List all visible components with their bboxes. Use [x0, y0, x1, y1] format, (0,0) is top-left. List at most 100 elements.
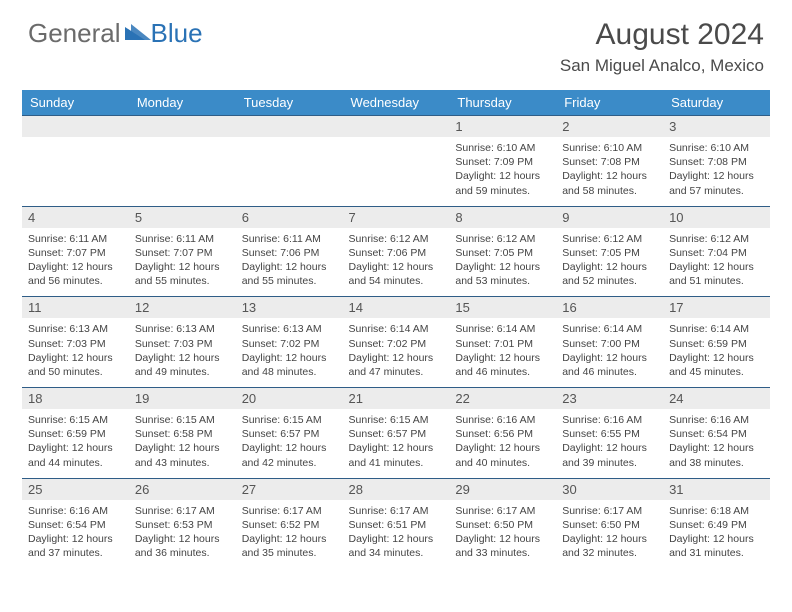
day-details: Sunrise: 6:12 AMSunset: 7:06 PMDaylight:…: [343, 228, 450, 297]
calendar-cell: 27Sunrise: 6:17 AMSunset: 6:52 PMDayligh…: [236, 478, 343, 568]
day-number: 18: [22, 388, 129, 409]
month-title: August 2024: [560, 18, 764, 52]
day-header: Sunday: [22, 90, 129, 116]
day-number: 30: [556, 479, 663, 500]
day-details: Sunrise: 6:17 AMSunset: 6:50 PMDaylight:…: [556, 500, 663, 569]
day-details: Sunrise: 6:14 AMSunset: 7:02 PMDaylight:…: [343, 318, 450, 387]
day-details: Sunrise: 6:16 AMSunset: 6:54 PMDaylight:…: [663, 409, 770, 478]
calendar-row: 25Sunrise: 6:16 AMSunset: 6:54 PMDayligh…: [22, 478, 770, 568]
day-details: Sunrise: 6:13 AMSunset: 7:03 PMDaylight:…: [22, 318, 129, 387]
calendar-cell: 29Sunrise: 6:17 AMSunset: 6:50 PMDayligh…: [449, 478, 556, 568]
day-details: Sunrise: 6:14 AMSunset: 6:59 PMDaylight:…: [663, 318, 770, 387]
calendar-cell: 19Sunrise: 6:15 AMSunset: 6:58 PMDayligh…: [129, 388, 236, 479]
location: San Miguel Analco, Mexico: [560, 56, 764, 76]
day-details: Sunrise: 6:11 AMSunset: 7:07 PMDaylight:…: [129, 228, 236, 297]
day-details: Sunrise: 6:15 AMSunset: 6:59 PMDaylight:…: [22, 409, 129, 478]
day-details: Sunrise: 6:12 AMSunset: 7:04 PMDaylight:…: [663, 228, 770, 297]
day-number: 17: [663, 297, 770, 318]
day-details: Sunrise: 6:10 AMSunset: 7:08 PMDaylight:…: [556, 137, 663, 206]
day-number: 10: [663, 207, 770, 228]
calendar-table: SundayMondayTuesdayWednesdayThursdayFrid…: [22, 90, 770, 568]
day-number: 12: [129, 297, 236, 318]
calendar-cell: 11Sunrise: 6:13 AMSunset: 7:03 PMDayligh…: [22, 297, 129, 388]
day-number: 2: [556, 116, 663, 137]
calendar-cell: 28Sunrise: 6:17 AMSunset: 6:51 PMDayligh…: [343, 478, 450, 568]
calendar-cell: [236, 116, 343, 207]
day-details: Sunrise: 6:12 AMSunset: 7:05 PMDaylight:…: [556, 228, 663, 297]
day-number: 28: [343, 479, 450, 500]
day-details: Sunrise: 6:16 AMSunset: 6:56 PMDaylight:…: [449, 409, 556, 478]
logo-text-2: Blue: [151, 18, 203, 49]
day-header: Monday: [129, 90, 236, 116]
calendar-cell: 14Sunrise: 6:14 AMSunset: 7:02 PMDayligh…: [343, 297, 450, 388]
day-number: 22: [449, 388, 556, 409]
calendar-cell: 21Sunrise: 6:15 AMSunset: 6:57 PMDayligh…: [343, 388, 450, 479]
day-number: [236, 116, 343, 137]
day-details: Sunrise: 6:17 AMSunset: 6:53 PMDaylight:…: [129, 500, 236, 569]
day-details: Sunrise: 6:17 AMSunset: 6:52 PMDaylight:…: [236, 500, 343, 569]
day-number: 4: [22, 207, 129, 228]
calendar-cell: 5Sunrise: 6:11 AMSunset: 7:07 PMDaylight…: [129, 206, 236, 297]
day-header-row: SundayMondayTuesdayWednesdayThursdayFrid…: [22, 90, 770, 116]
calendar-body: 1Sunrise: 6:10 AMSunset: 7:09 PMDaylight…: [22, 116, 770, 569]
calendar-cell: [343, 116, 450, 207]
day-number: [22, 116, 129, 137]
calendar-cell: 20Sunrise: 6:15 AMSunset: 6:57 PMDayligh…: [236, 388, 343, 479]
calendar-cell: 7Sunrise: 6:12 AMSunset: 7:06 PMDaylight…: [343, 206, 450, 297]
day-header: Saturday: [663, 90, 770, 116]
calendar-cell: 3Sunrise: 6:10 AMSunset: 7:08 PMDaylight…: [663, 116, 770, 207]
calendar-cell: 17Sunrise: 6:14 AMSunset: 6:59 PMDayligh…: [663, 297, 770, 388]
day-details: Sunrise: 6:15 AMSunset: 6:58 PMDaylight:…: [129, 409, 236, 478]
day-number: [129, 116, 236, 137]
day-number: 21: [343, 388, 450, 409]
day-number: 9: [556, 207, 663, 228]
calendar-row: 4Sunrise: 6:11 AMSunset: 7:07 PMDaylight…: [22, 206, 770, 297]
calendar-cell: 9Sunrise: 6:12 AMSunset: 7:05 PMDaylight…: [556, 206, 663, 297]
calendar-cell: 31Sunrise: 6:18 AMSunset: 6:49 PMDayligh…: [663, 478, 770, 568]
calendar-cell: 1Sunrise: 6:10 AMSunset: 7:09 PMDaylight…: [449, 116, 556, 207]
day-number: 15: [449, 297, 556, 318]
day-details: Sunrise: 6:15 AMSunset: 6:57 PMDaylight:…: [343, 409, 450, 478]
day-number: 5: [129, 207, 236, 228]
calendar-row: 11Sunrise: 6:13 AMSunset: 7:03 PMDayligh…: [22, 297, 770, 388]
day-number: 1: [449, 116, 556, 137]
day-number: 29: [449, 479, 556, 500]
calendar-cell: 10Sunrise: 6:12 AMSunset: 7:04 PMDayligh…: [663, 206, 770, 297]
day-number: 7: [343, 207, 450, 228]
day-details: Sunrise: 6:16 AMSunset: 6:55 PMDaylight:…: [556, 409, 663, 478]
day-details: Sunrise: 6:11 AMSunset: 7:07 PMDaylight:…: [22, 228, 129, 297]
day-number: 16: [556, 297, 663, 318]
calendar-cell: [129, 116, 236, 207]
day-header: Thursday: [449, 90, 556, 116]
day-number: 11: [22, 297, 129, 318]
day-number: 13: [236, 297, 343, 318]
calendar-cell: 30Sunrise: 6:17 AMSunset: 6:50 PMDayligh…: [556, 478, 663, 568]
day-number: 3: [663, 116, 770, 137]
calendar-cell: 22Sunrise: 6:16 AMSunset: 6:56 PMDayligh…: [449, 388, 556, 479]
calendar-cell: 18Sunrise: 6:15 AMSunset: 6:59 PMDayligh…: [22, 388, 129, 479]
day-number: 19: [129, 388, 236, 409]
day-details: Sunrise: 6:14 AMSunset: 7:00 PMDaylight:…: [556, 318, 663, 387]
day-number: 20: [236, 388, 343, 409]
day-header: Wednesday: [343, 90, 450, 116]
day-details: Sunrise: 6:17 AMSunset: 6:50 PMDaylight:…: [449, 500, 556, 569]
day-details: Sunrise: 6:15 AMSunset: 6:57 PMDaylight:…: [236, 409, 343, 478]
calendar-row: 18Sunrise: 6:15 AMSunset: 6:59 PMDayligh…: [22, 388, 770, 479]
title-block: August 2024 San Miguel Analco, Mexico: [560, 18, 764, 76]
day-number: 27: [236, 479, 343, 500]
day-number: 24: [663, 388, 770, 409]
header: General Blue August 2024 San Miguel Anal…: [0, 0, 792, 84]
day-details: Sunrise: 6:10 AMSunset: 7:09 PMDaylight:…: [449, 137, 556, 206]
calendar-cell: 8Sunrise: 6:12 AMSunset: 7:05 PMDaylight…: [449, 206, 556, 297]
calendar-cell: 12Sunrise: 6:13 AMSunset: 7:03 PMDayligh…: [129, 297, 236, 388]
calendar-cell: 15Sunrise: 6:14 AMSunset: 7:01 PMDayligh…: [449, 297, 556, 388]
day-number: 23: [556, 388, 663, 409]
day-number: 6: [236, 207, 343, 228]
calendar-row: 1Sunrise: 6:10 AMSunset: 7:09 PMDaylight…: [22, 116, 770, 207]
calendar-cell: [22, 116, 129, 207]
day-number: 31: [663, 479, 770, 500]
calendar-cell: 2Sunrise: 6:10 AMSunset: 7:08 PMDaylight…: [556, 116, 663, 207]
day-number: [343, 116, 450, 137]
day-details: Sunrise: 6:11 AMSunset: 7:06 PMDaylight:…: [236, 228, 343, 297]
day-details: Sunrise: 6:13 AMSunset: 7:03 PMDaylight:…: [129, 318, 236, 387]
